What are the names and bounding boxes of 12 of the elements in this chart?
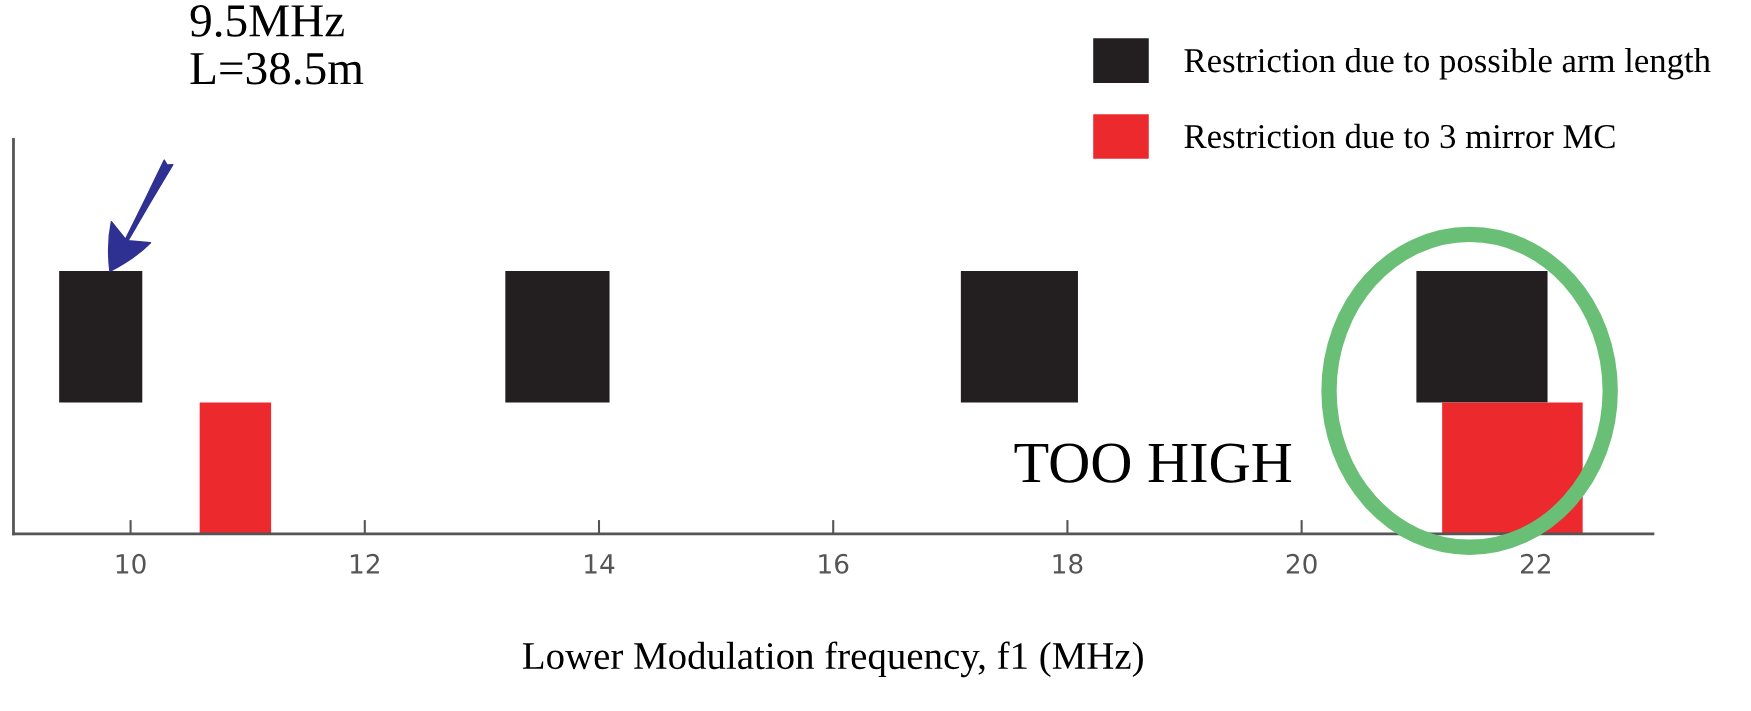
legend-label: Restriction due to possible arm length [1184, 47, 1711, 80]
x-tick-label: 20 [1286, 553, 1317, 574]
x-tick-label: 14 [585, 554, 615, 574]
x-tick-label: 18 [1053, 553, 1083, 574]
annotation: TOO HIGH [1014, 443, 1292, 483]
x-tick-label: 12 [350, 553, 379, 574]
x-axis-title: Lower Modulation frequency, f1 (MHz) [522, 641, 1143, 678]
text: 9.5MHz L=38.5m [190, 5, 364, 85]
x-tick-label: 22 [1520, 553, 1550, 574]
legend-label: Restriction due to 3 mirror MC [1184, 123, 1615, 149]
x-tick-label: 10 [116, 553, 146, 574]
x-tick-label: 16 [819, 553, 849, 574]
